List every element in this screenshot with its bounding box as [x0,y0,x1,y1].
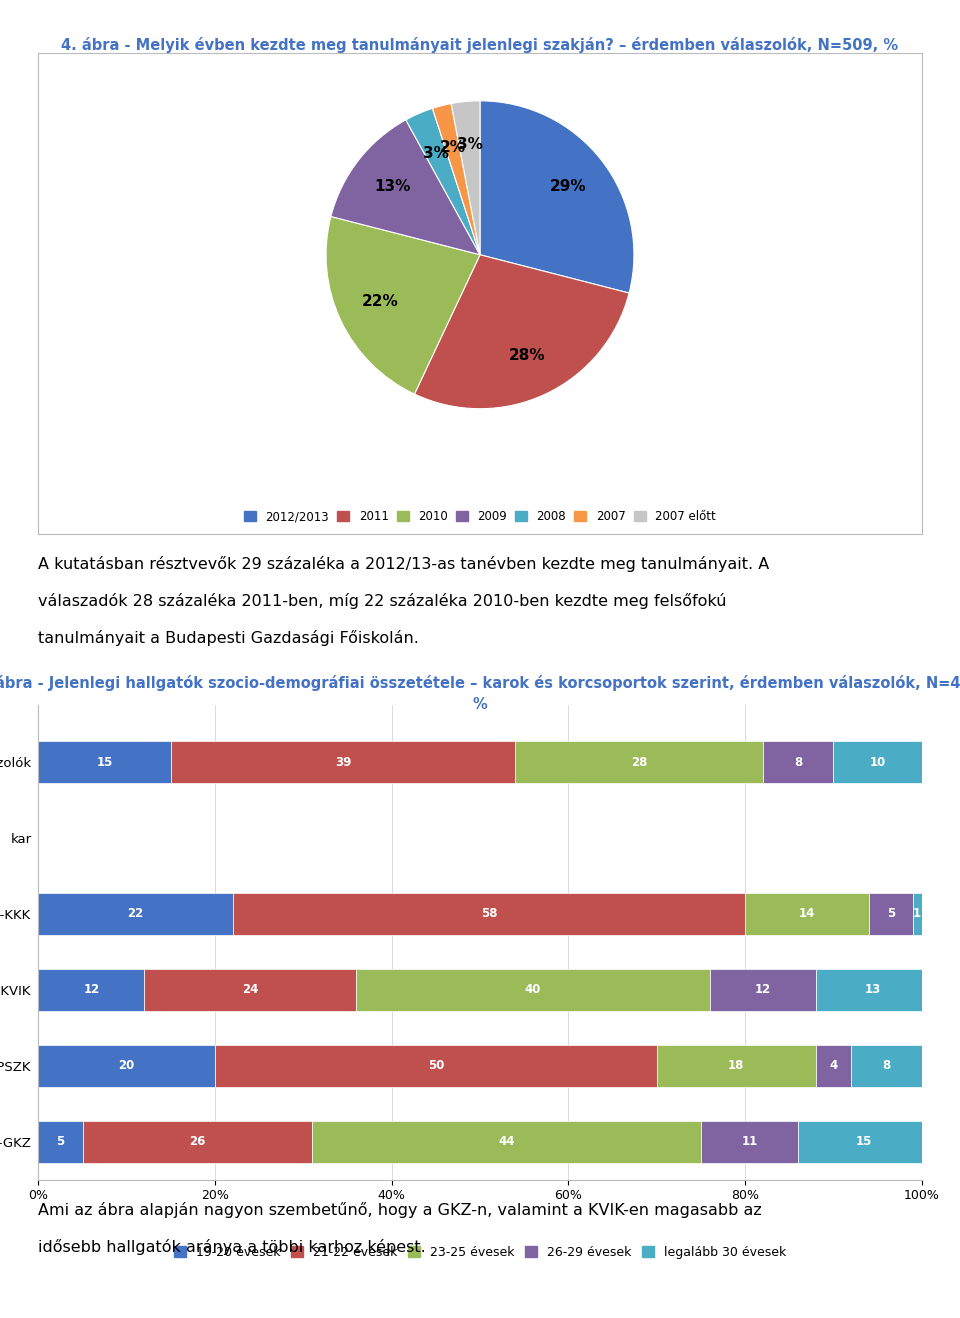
Text: 8: 8 [794,755,802,768]
Bar [38,969,144,1011]
Text: 12: 12 [755,983,771,996]
Text: 11: 11 [741,1135,757,1148]
Text: 44: 44 [498,1135,515,1148]
Bar [913,894,922,934]
Text: 5: 5 [57,1135,64,1148]
Text: 12: 12 [84,983,100,996]
Text: 39: 39 [335,755,351,768]
Bar [833,741,922,783]
Bar [816,969,930,1011]
Text: 40: 40 [525,983,541,996]
Text: 13: 13 [865,983,881,996]
Text: 4. ábra - Melyik évben kezdte meg tanulmányait jelenlegi szakján? – érdemben vál: 4. ábra - Melyik évben kezdte meg tanulm… [61,37,899,53]
Text: 28: 28 [631,755,647,768]
Bar [657,1045,816,1086]
Text: A kutatásban résztvevők 29 százaléka a 2012/13-as tanévben kezdte meg tanulmánya: A kutatásban résztvevők 29 százaléka a 2… [38,556,770,572]
Text: 18: 18 [728,1060,744,1073]
Bar [816,1045,851,1086]
Text: 4: 4 [829,1060,837,1073]
Bar [144,969,356,1011]
Bar [38,894,232,934]
Text: 20: 20 [119,1060,134,1073]
Bar [171,741,516,783]
Text: 1: 1 [913,907,922,920]
Bar [38,741,171,783]
Bar [762,741,833,783]
Text: idősebb hallgatók aránya a többi karhoz képest.: idősebb hallgatók aránya a többi karhoz … [38,1239,426,1255]
Text: 50: 50 [427,1060,444,1073]
Bar [709,969,816,1011]
Bar [701,1120,798,1162]
Text: tanulmányait a Budapesti Gazdasági Főiskolán.: tanulmányait a Budapesti Gazdasági Főisk… [38,630,420,646]
Bar [215,1045,657,1086]
Bar [745,894,869,934]
Bar [232,894,745,934]
Text: 5: 5 [887,907,895,920]
Text: Ami az ábra alapján nagyon szembetűnő, hogy a GKZ-n, valamint a KVIK-en magasabb: Ami az ábra alapján nagyon szembetűnő, h… [38,1202,762,1218]
Bar [798,1120,930,1162]
Text: 15: 15 [856,1135,873,1148]
Bar [312,1120,701,1162]
Text: 5. ábra - Jelenlegi hallgatók szocio-demográfiai összetétele – karok és korcsopo: 5. ábra - Jelenlegi hallgatók szocio-dem… [0,675,960,712]
Bar [869,894,913,934]
Text: 24: 24 [242,983,258,996]
Text: 15: 15 [96,755,113,768]
Bar [38,1045,215,1086]
Bar [356,969,709,1011]
Bar [38,1120,83,1162]
Bar [851,1045,922,1086]
Legend: 19-20 évesek, 21-22 évesek, 23-25 évesek, 26-29 évesek, legalább 30 évesek: 19-20 évesek, 21-22 évesek, 23-25 évesek… [174,1246,786,1259]
Text: 58: 58 [481,907,497,920]
Bar [83,1120,312,1162]
Text: 10: 10 [870,755,885,768]
Text: 14: 14 [799,907,815,920]
Text: 26: 26 [189,1135,205,1148]
Text: válaszadók 28 százaléka 2011-ben, míg 22 százaléka 2010-ben kezdte meg felsőfokú: válaszadók 28 százaléka 2011-ben, míg 22… [38,593,727,609]
Text: 8: 8 [882,1060,890,1073]
Legend: 2012/2013, 2011, 2010, 2009, 2008, 2007, 2007 előtt: 2012/2013, 2011, 2010, 2009, 2008, 2007,… [244,510,716,523]
Bar [516,741,762,783]
Text: 22: 22 [128,907,144,920]
